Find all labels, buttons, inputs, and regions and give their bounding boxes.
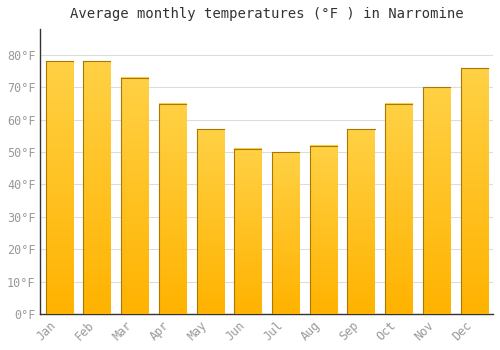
Title: Average monthly temperatures (°F ) in Narromine: Average monthly temperatures (°F ) in Na… <box>70 7 464 21</box>
